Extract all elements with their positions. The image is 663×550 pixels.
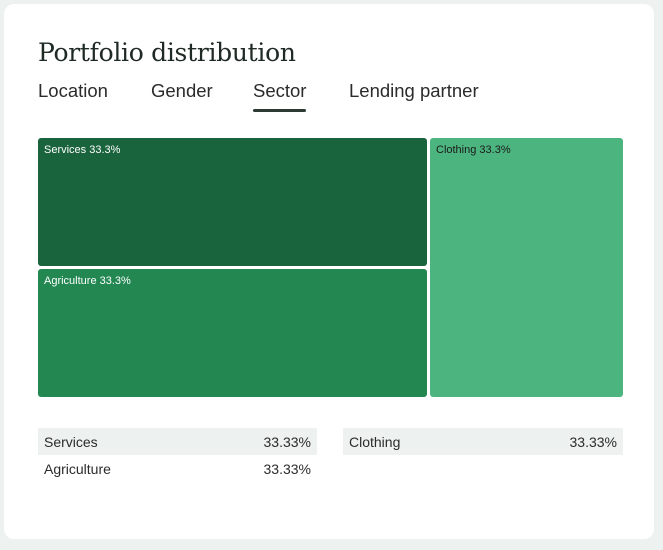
legend-name: Clothing: [349, 433, 401, 450]
legend-left-column: Services 33.33% Agriculture 33.33%: [38, 428, 317, 482]
legend-row-agriculture: Agriculture 33.33%: [38, 455, 317, 482]
treemap-tile-label: Agriculture 33.3%: [44, 275, 131, 287]
treemap-tile-label: Services 33.3%: [44, 144, 121, 156]
tab-lending-partner[interactable]: Lending partner: [349, 80, 479, 101]
portfolio-distribution-card: Portfolio distribution Location Gender S…: [4, 4, 654, 539]
legend-value: 33.33%: [263, 433, 311, 450]
treemap-tile-clothing[interactable]: Clothing 33.3%: [430, 138, 623, 397]
legend-name: Agriculture: [44, 460, 111, 477]
legend-row-services: Services 33.33%: [38, 428, 317, 455]
tab-location[interactable]: Location: [38, 80, 108, 101]
legend-value: 33.33%: [263, 460, 311, 477]
treemap-tile-services[interactable]: Services 33.3%: [38, 138, 427, 266]
tab-sector[interactable]: Sector: [253, 80, 307, 112]
sector-treemap: Services 33.3% Agriculture 33.3% Clothin…: [38, 138, 624, 398]
legend-value: 33.33%: [569, 433, 617, 450]
treemap-tile-agriculture[interactable]: Agriculture 33.3%: [38, 269, 427, 397]
treemap-tile-label: Clothing 33.3%: [436, 144, 511, 156]
legend-row-clothing: Clothing 33.33%: [343, 428, 623, 455]
legend-name: Services: [44, 433, 98, 450]
tab-gender[interactable]: Gender: [151, 80, 213, 101]
legend-right-column: Clothing 33.33%: [343, 428, 623, 455]
card-title: Portfolio distribution: [38, 38, 296, 67]
